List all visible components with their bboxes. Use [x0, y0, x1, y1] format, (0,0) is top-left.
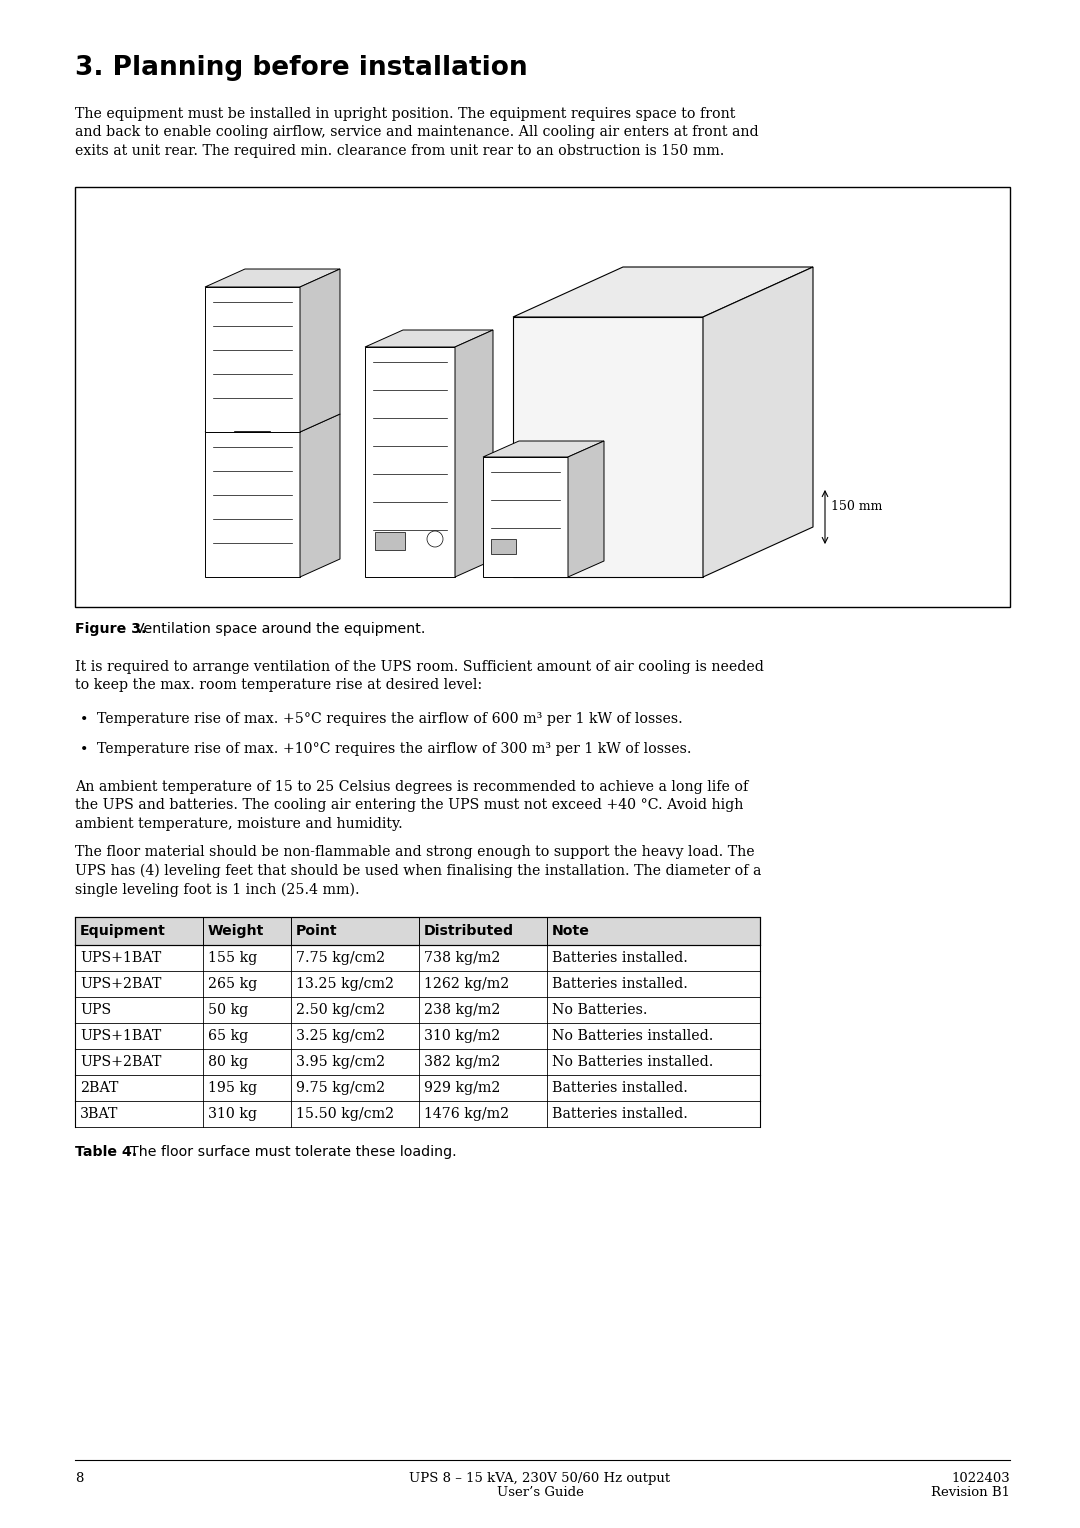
Text: 65 kg: 65 kg: [208, 1028, 248, 1044]
Polygon shape: [513, 267, 813, 316]
Text: 1022403: 1022403: [951, 1471, 1010, 1485]
Polygon shape: [300, 269, 340, 432]
Bar: [375, 532, 405, 550]
Text: Figure 3.: Figure 3.: [75, 622, 147, 636]
Text: Point: Point: [296, 924, 338, 938]
Text: 238 kg/m2: 238 kg/m2: [424, 1002, 500, 1018]
Bar: [75, 970, 760, 996]
Bar: [75, 1024, 760, 1050]
Text: 195 kg: 195 kg: [208, 1080, 257, 1096]
Text: 7.75 kg/cm2: 7.75 kg/cm2: [296, 950, 386, 966]
Text: Batteries installed.: Batteries installed.: [552, 1106, 688, 1122]
Text: UPS+1BAT: UPS+1BAT: [80, 1028, 161, 1044]
Text: UPS+2BAT: UPS+2BAT: [80, 976, 161, 992]
Text: Note: Note: [552, 924, 590, 938]
Polygon shape: [513, 316, 703, 578]
Text: No Batteries installed.: No Batteries installed.: [552, 1028, 714, 1044]
Bar: [75, 917, 760, 944]
Bar: [75, 996, 760, 1024]
Polygon shape: [455, 330, 492, 578]
Text: 382 kg/m2: 382 kg/m2: [424, 1054, 500, 1070]
Text: 3.25 kg/cm2: 3.25 kg/cm2: [296, 1028, 386, 1044]
Text: 3BAT: 3BAT: [80, 1106, 119, 1122]
Bar: [75, 944, 760, 970]
Text: Table 4.: Table 4.: [75, 1144, 137, 1160]
Bar: [75, 1102, 760, 1128]
Text: 155 kg: 155 kg: [208, 950, 257, 966]
Text: Batteries installed.: Batteries installed.: [552, 950, 688, 966]
Text: Ventilation space around the equipment.: Ventilation space around the equipment.: [135, 622, 426, 636]
Text: 13.25 kg/cm2: 13.25 kg/cm2: [296, 976, 394, 992]
Polygon shape: [483, 457, 568, 578]
Text: 1476 kg/m2: 1476 kg/m2: [424, 1106, 509, 1122]
Text: UPS+2BAT: UPS+2BAT: [80, 1054, 161, 1070]
Polygon shape: [365, 347, 455, 578]
Circle shape: [427, 532, 443, 547]
Text: 2BAT: 2BAT: [80, 1080, 119, 1096]
Text: The floor surface must tolerate these loading.: The floor surface must tolerate these lo…: [130, 1144, 457, 1160]
Polygon shape: [568, 442, 604, 578]
Polygon shape: [205, 269, 340, 287]
Text: Batteries installed.: Batteries installed.: [552, 976, 688, 992]
Text: 929 kg/m2: 929 kg/m2: [424, 1080, 500, 1096]
Text: 265 kg: 265 kg: [208, 976, 257, 992]
Text: Distributed: Distributed: [424, 924, 514, 938]
Text: 8: 8: [75, 1471, 83, 1485]
Text: 150 mm: 150 mm: [831, 501, 882, 513]
Text: 2.50 kg/cm2: 2.50 kg/cm2: [296, 1002, 386, 1018]
Polygon shape: [300, 414, 340, 578]
Bar: [75, 186, 1010, 607]
Text: An ambient temperature of 15 to 25 Celsius degrees is recommended to achieve a l: An ambient temperature of 15 to 25 Celsi…: [75, 779, 748, 831]
Text: 50 kg: 50 kg: [208, 1002, 248, 1018]
Bar: [75, 1050, 760, 1076]
Text: Temperature rise of max. +5°C requires the airflow of 600 m³ per 1 kW of losses.: Temperature rise of max. +5°C requires t…: [97, 712, 683, 726]
Polygon shape: [205, 432, 300, 578]
Text: UPS: UPS: [80, 1002, 111, 1018]
Text: The equipment must be installed in upright position. The equipment requires spac: The equipment must be installed in uprig…: [75, 107, 758, 157]
Text: User’s Guide: User’s Guide: [497, 1487, 583, 1499]
Text: Equipment: Equipment: [80, 924, 166, 938]
Polygon shape: [205, 287, 300, 432]
Polygon shape: [365, 330, 492, 347]
Text: Batteries installed.: Batteries installed.: [552, 1080, 688, 1096]
Bar: [491, 539, 516, 555]
Text: UPS+1BAT: UPS+1BAT: [80, 950, 161, 966]
Polygon shape: [483, 442, 604, 457]
Text: The floor material should be non-flammable and strong enough to support the heav: The floor material should be non-flammab…: [75, 845, 761, 897]
Text: No Batteries.: No Batteries.: [552, 1002, 648, 1018]
Text: 310 kg/m2: 310 kg/m2: [424, 1028, 500, 1044]
Text: Revision B1: Revision B1: [931, 1487, 1010, 1499]
Text: It is required to arrange ventilation of the UPS room. Sufficient amount of air : It is required to arrange ventilation of…: [75, 660, 764, 692]
Text: 3.95 kg/cm2: 3.95 kg/cm2: [296, 1054, 386, 1070]
Polygon shape: [205, 414, 340, 432]
Text: Weight: Weight: [208, 924, 265, 938]
Text: UPS 8 – 15 kVA, 230V 50/60 Hz output: UPS 8 – 15 kVA, 230V 50/60 Hz output: [409, 1471, 671, 1485]
Text: 738 kg/m2: 738 kg/m2: [424, 950, 500, 966]
Text: 15.50 kg/cm2: 15.50 kg/cm2: [296, 1106, 394, 1122]
Text: No Batteries installed.: No Batteries installed.: [552, 1054, 714, 1070]
Text: 1262 kg/m2: 1262 kg/m2: [424, 976, 510, 992]
Text: •: •: [80, 714, 89, 727]
Bar: [75, 1076, 760, 1102]
Polygon shape: [703, 267, 813, 578]
Text: •: •: [80, 743, 89, 756]
Text: 310 kg: 310 kg: [208, 1106, 257, 1122]
Text: 80 kg: 80 kg: [208, 1054, 248, 1070]
Text: 9.75 kg/cm2: 9.75 kg/cm2: [296, 1080, 386, 1096]
Text: Temperature rise of max. +10°C requires the airflow of 300 m³ per 1 kW of losses: Temperature rise of max. +10°C requires …: [97, 743, 691, 756]
Text: 3. Planning before installation: 3. Planning before installation: [75, 55, 528, 81]
